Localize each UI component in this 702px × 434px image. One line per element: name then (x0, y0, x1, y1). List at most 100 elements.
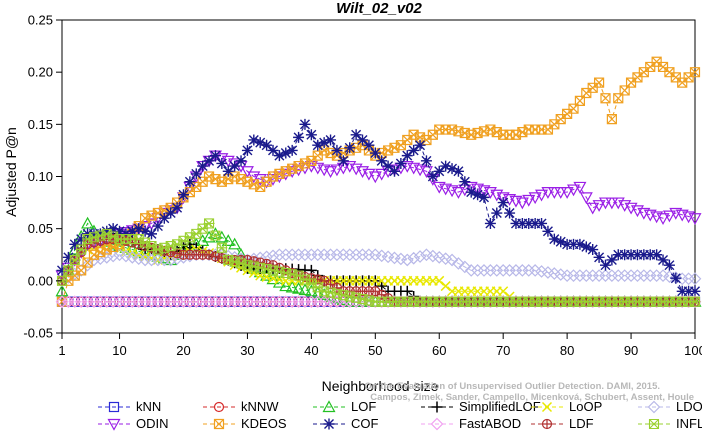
data-point (229, 256, 241, 267)
data-point (344, 291, 356, 302)
data-point (133, 234, 145, 245)
data-point (376, 296, 388, 307)
data-point (560, 269, 574, 282)
data-point (209, 150, 221, 162)
data-point (529, 296, 541, 307)
data-point (113, 295, 126, 309)
data-point (101, 228, 113, 239)
data-point (222, 165, 234, 177)
data-point (336, 248, 350, 262)
series-inflo (56, 218, 701, 307)
data-point (178, 296, 189, 307)
data-point (504, 207, 516, 219)
data-point (400, 253, 414, 267)
legend: kNN kNNW LOF SimplifiedLOF LoOP LDOF ODIN KDEOS… (98, 399, 702, 431)
legend-label: KDEOS (241, 416, 287, 431)
data-point (522, 194, 536, 207)
data-point (433, 165, 445, 177)
data-point (311, 248, 325, 262)
legend-label: LoOP (569, 399, 602, 414)
data-point (625, 249, 637, 261)
data-point (593, 296, 605, 307)
data-point (401, 285, 413, 297)
legend-item-fastabod: FastABOD (421, 416, 521, 431)
data-point (312, 282, 324, 293)
data-point (120, 228, 132, 240)
data-point (554, 187, 568, 199)
data-point (592, 200, 606, 212)
data-point (228, 237, 242, 250)
data-point (587, 296, 599, 307)
data-point (114, 234, 126, 245)
data-point (260, 295, 273, 309)
data-point (458, 260, 472, 274)
data-point (459, 296, 471, 307)
data-point (587, 244, 599, 256)
data-point (317, 295, 331, 309)
data-point (106, 295, 120, 309)
data-point (202, 230, 216, 243)
data-point (305, 248, 318, 262)
data-point (445, 253, 459, 267)
data-point (55, 295, 69, 309)
data-point (624, 269, 638, 282)
data-point (369, 147, 381, 159)
data-point (376, 155, 388, 167)
data-point (523, 296, 535, 307)
data-point (688, 272, 702, 286)
data-point (292, 295, 305, 309)
data-point (82, 234, 94, 245)
data-point (261, 264, 273, 275)
data-point (593, 77, 605, 88)
data-point (523, 217, 535, 229)
data-point (427, 296, 439, 307)
data-point (94, 295, 107, 309)
data-point (170, 295, 184, 309)
data-point (273, 266, 285, 277)
y-tick-label: -0.05 (23, 326, 53, 341)
data-point (94, 228, 106, 240)
data-point (574, 238, 586, 250)
y-tick-label: 0.15 (28, 117, 53, 132)
data-point (254, 137, 266, 149)
data-point (279, 295, 293, 309)
data-point (419, 166, 433, 179)
data-point (592, 269, 606, 282)
data-point (509, 264, 523, 277)
data-point (285, 295, 299, 309)
data-point (497, 197, 509, 209)
data-point (362, 248, 376, 262)
data-point (139, 237, 151, 248)
data-point (536, 296, 548, 307)
data-point (567, 269, 580, 282)
data-point (247, 295, 261, 309)
data-point (235, 155, 247, 167)
data-point (133, 223, 145, 235)
chart-title: Wilt_02_v02 (336, 0, 422, 17)
data-point (638, 296, 650, 307)
legend-marker (323, 418, 335, 430)
data-point (414, 296, 426, 307)
data-point (267, 265, 279, 276)
data-point (215, 295, 229, 309)
data-point (126, 234, 138, 245)
data-point (573, 269, 587, 282)
data-point (229, 160, 241, 172)
data-point (292, 248, 305, 262)
data-point (357, 134, 369, 146)
data-point (561, 238, 573, 250)
data-point (279, 248, 293, 262)
data-point (171, 202, 183, 214)
x-tick-label: 50 (368, 343, 382, 358)
data-point (311, 295, 325, 309)
series-cof (56, 118, 701, 297)
data-point (343, 248, 357, 262)
data-point (638, 249, 650, 261)
data-point (561, 296, 573, 307)
data-point (280, 147, 292, 159)
data-point (632, 72, 643, 83)
data-point (567, 184, 581, 197)
data-point (177, 235, 189, 246)
data-point (656, 213, 670, 225)
